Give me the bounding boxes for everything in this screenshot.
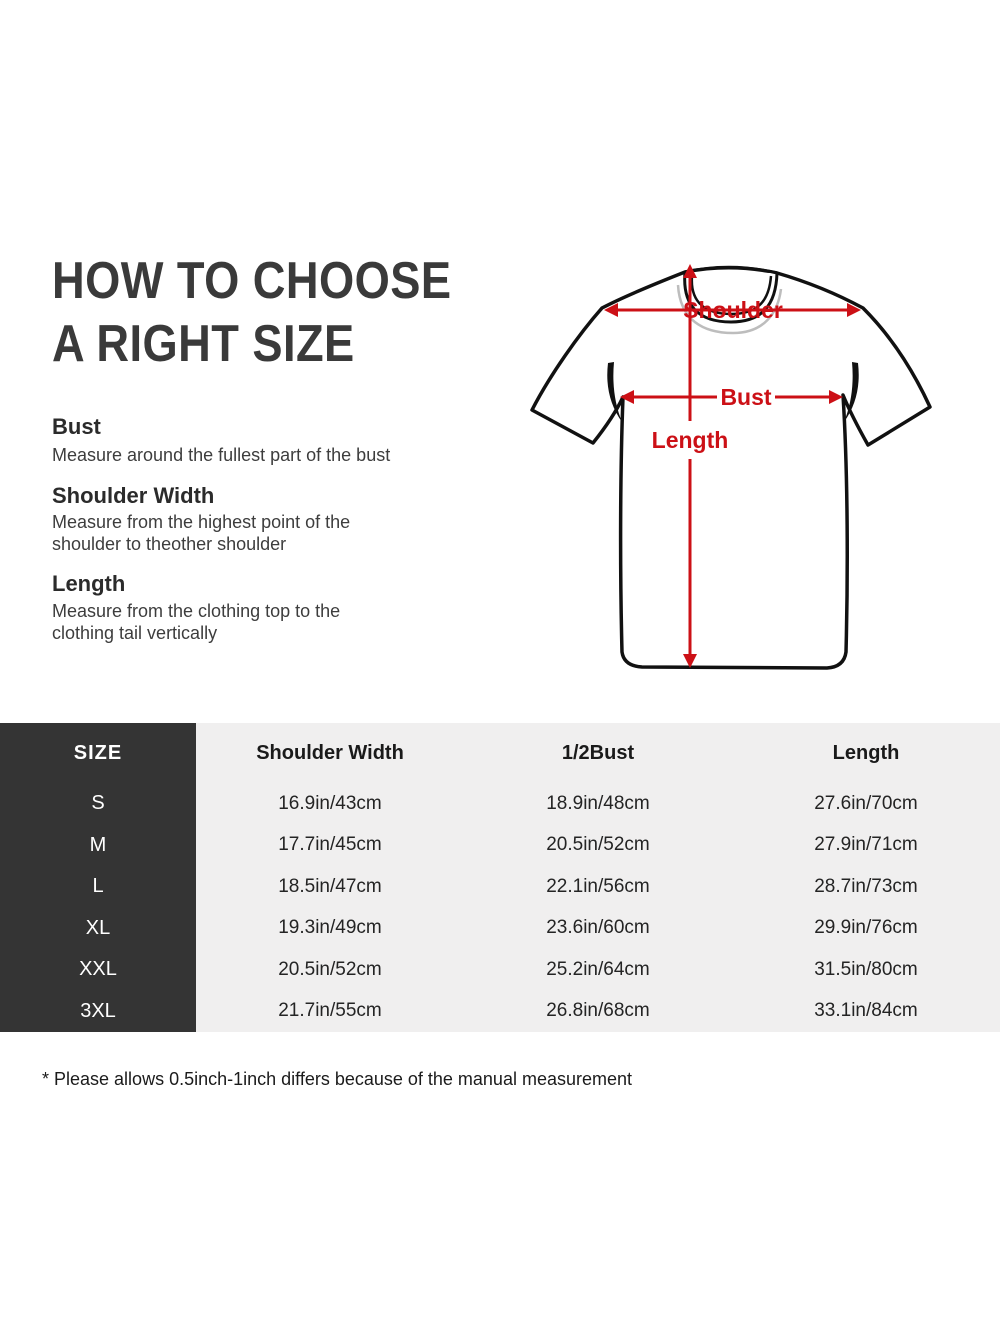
page-title: HOW TO CHOOSE A RIGHT SIZE: [52, 250, 451, 376]
length-description-line2: clothing tail vertically: [52, 622, 218, 643]
bust-arrowhead-left: [620, 390, 634, 404]
tshirt-outline: [530, 266, 932, 670]
cell-shoulder: 18.5in/47cm: [196, 866, 464, 908]
tshirt-measurement-diagram: Shoulder Bust Length: [530, 264, 932, 670]
length-description: Measure from the clothing top to the clo…: [52, 601, 340, 644]
length-arrow: [683, 264, 697, 668]
cell-size: S: [0, 783, 196, 825]
length-heading: Length: [52, 571, 126, 596]
cell-length: 27.9in/71cm: [732, 824, 1000, 866]
cell-size: XL: [0, 907, 196, 949]
cell-bust: 23.6in/60cm: [464, 907, 732, 949]
cell-shoulder: 16.9in/43cm: [196, 783, 464, 825]
bust-arrowhead-right: [829, 390, 843, 404]
table-row-m: M 17.7in/45cm 20.5in/52cm 27.9in/71cm: [0, 824, 1000, 866]
header-size: SIZE: [0, 723, 196, 783]
cell-length: 29.9in/76cm: [732, 907, 1000, 949]
bust-arrow: [620, 390, 843, 404]
cell-bust: 20.5in/52cm: [464, 824, 732, 866]
right-armpit-shade: [844, 362, 859, 422]
bust-heading: Bust: [52, 414, 101, 439]
page-title-line1: HOW TO CHOOSE: [52, 252, 452, 310]
cell-bust: 26.8in/68cm: [464, 990, 732, 1032]
length-description-line1: Measure from the clothing top to the: [52, 601, 341, 621]
cell-size: M: [0, 824, 196, 866]
length-arrowhead-top: [683, 264, 697, 278]
cell-length: 31.5in/80cm: [732, 949, 1000, 991]
cell-bust: 25.2in/64cm: [464, 949, 732, 991]
size-table-header-row: SIZE Shoulder Width 1/2Bust Length: [0, 723, 1000, 783]
size-table: SIZE Shoulder Width 1/2Bust Length S 16.…: [0, 723, 1000, 1032]
collar-top-line: [684, 265, 778, 275]
table-row-xl: XL 19.3in/49cm 23.6in/60cm 29.9in/76cm: [0, 907, 1000, 949]
measurement-disclaimer: * Please allows 0.5inch-1inch differs be…: [42, 1069, 633, 1089]
header-shoulder-width: Shoulder Width: [196, 723, 464, 783]
shoulder-label: Shoulder: [683, 297, 783, 323]
collar-inner: [690, 275, 773, 316]
shoulder-arrow: [604, 303, 861, 317]
header-half-bust: 1/2Bust: [464, 723, 732, 783]
cell-length: 27.6in/70cm: [732, 783, 1000, 825]
cell-shoulder: 17.7in/45cm: [196, 824, 464, 866]
shoulder-arrowhead-right: [847, 303, 861, 317]
left-armpit-shade: [607, 362, 622, 422]
cell-size: XXL: [0, 949, 196, 991]
cell-length: 28.7in/73cm: [732, 866, 1000, 908]
table-row-l: L 18.5in/47cm 22.1in/56cm 28.7in/73cm: [0, 866, 1000, 908]
length-label: Length: [652, 427, 729, 453]
cell-shoulder: 21.7in/55cm: [196, 990, 464, 1032]
shoulder-width-description-line2: shoulder to theother shoulder: [52, 533, 287, 554]
length-arrowhead-bottom: [683, 654, 697, 668]
table-row-3xl: 3XL 21.7in/55cm 26.8in/68cm 33.1in/84cm: [0, 990, 1000, 1032]
cell-bust: 22.1in/56cm: [464, 866, 732, 908]
shoulder-width-description-line1: Measure from the highest point of the: [52, 512, 351, 532]
cell-shoulder: 19.3in/49cm: [196, 907, 464, 949]
cell-bust: 18.9in/48cm: [464, 783, 732, 825]
page-title-line2: A RIGHT SIZE: [52, 315, 355, 373]
shoulder-width-heading: Shoulder Width: [52, 483, 215, 508]
cell-size: 3XL: [0, 990, 196, 1032]
shoulder-arrowhead-left: [604, 303, 618, 317]
bust-description-line1: Measure around the fullest part of the b…: [52, 445, 391, 465]
cell-shoulder: 20.5in/52cm: [196, 949, 464, 991]
bust-description: Measure around the fullest part of the b…: [52, 445, 390, 467]
cell-size: L: [0, 866, 196, 908]
table-row-xxl: XXL 20.5in/52cm 25.2in/64cm 31.5in/80cm: [0, 949, 1000, 991]
table-row-s: S 16.9in/43cm 18.9in/48cm 27.6in/70cm: [0, 783, 1000, 825]
bust-label: Bust: [720, 384, 771, 410]
shoulder-width-description: Measure from the highest point of the sh…: [52, 512, 350, 555]
cell-length: 33.1in/84cm: [732, 990, 1000, 1032]
header-length: Length: [732, 723, 1000, 783]
